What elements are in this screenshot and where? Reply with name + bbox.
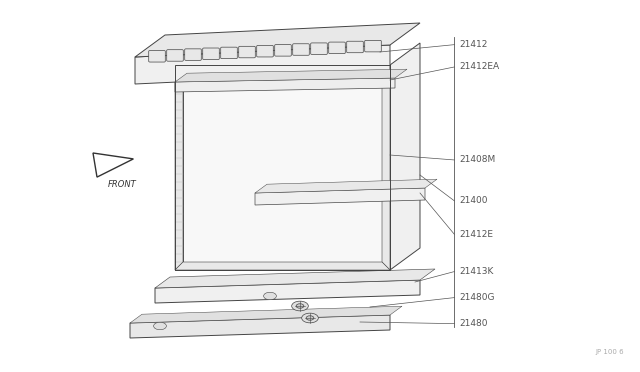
FancyBboxPatch shape (311, 43, 327, 54)
FancyBboxPatch shape (329, 42, 346, 54)
Text: 21408M: 21408M (460, 155, 496, 164)
Circle shape (301, 313, 318, 323)
Text: 21413K: 21413K (460, 267, 494, 276)
FancyBboxPatch shape (292, 44, 309, 55)
Polygon shape (135, 45, 390, 84)
FancyBboxPatch shape (275, 45, 291, 56)
Polygon shape (175, 69, 407, 82)
Circle shape (292, 301, 308, 311)
Polygon shape (390, 43, 420, 270)
Circle shape (264, 292, 276, 300)
FancyBboxPatch shape (239, 46, 255, 58)
Polygon shape (175, 78, 395, 92)
Polygon shape (130, 315, 390, 338)
Text: 21400: 21400 (460, 196, 488, 205)
Polygon shape (175, 65, 183, 270)
FancyBboxPatch shape (203, 48, 220, 60)
FancyBboxPatch shape (365, 41, 381, 52)
Polygon shape (175, 262, 390, 270)
Circle shape (154, 322, 166, 330)
Text: JP 100 6: JP 100 6 (595, 349, 624, 355)
Text: 21412: 21412 (460, 40, 488, 49)
Polygon shape (175, 65, 390, 73)
Polygon shape (255, 188, 425, 205)
Polygon shape (175, 65, 390, 270)
FancyBboxPatch shape (257, 45, 273, 57)
Polygon shape (382, 65, 390, 270)
Text: FRONT: FRONT (108, 180, 137, 189)
Text: 21412E: 21412E (460, 230, 493, 239)
Polygon shape (155, 269, 435, 288)
FancyBboxPatch shape (221, 47, 237, 59)
FancyBboxPatch shape (166, 50, 183, 61)
Circle shape (306, 316, 314, 320)
Polygon shape (183, 73, 382, 262)
Polygon shape (93, 153, 133, 177)
Text: 21480G: 21480G (460, 293, 495, 302)
FancyBboxPatch shape (185, 49, 201, 60)
Polygon shape (130, 306, 402, 323)
Polygon shape (135, 23, 420, 57)
Polygon shape (255, 179, 437, 193)
FancyBboxPatch shape (347, 41, 364, 53)
Polygon shape (155, 280, 420, 303)
Text: 21480: 21480 (460, 319, 488, 328)
Text: 21412EA: 21412EA (460, 62, 500, 71)
Circle shape (296, 304, 304, 308)
FancyBboxPatch shape (148, 51, 165, 62)
